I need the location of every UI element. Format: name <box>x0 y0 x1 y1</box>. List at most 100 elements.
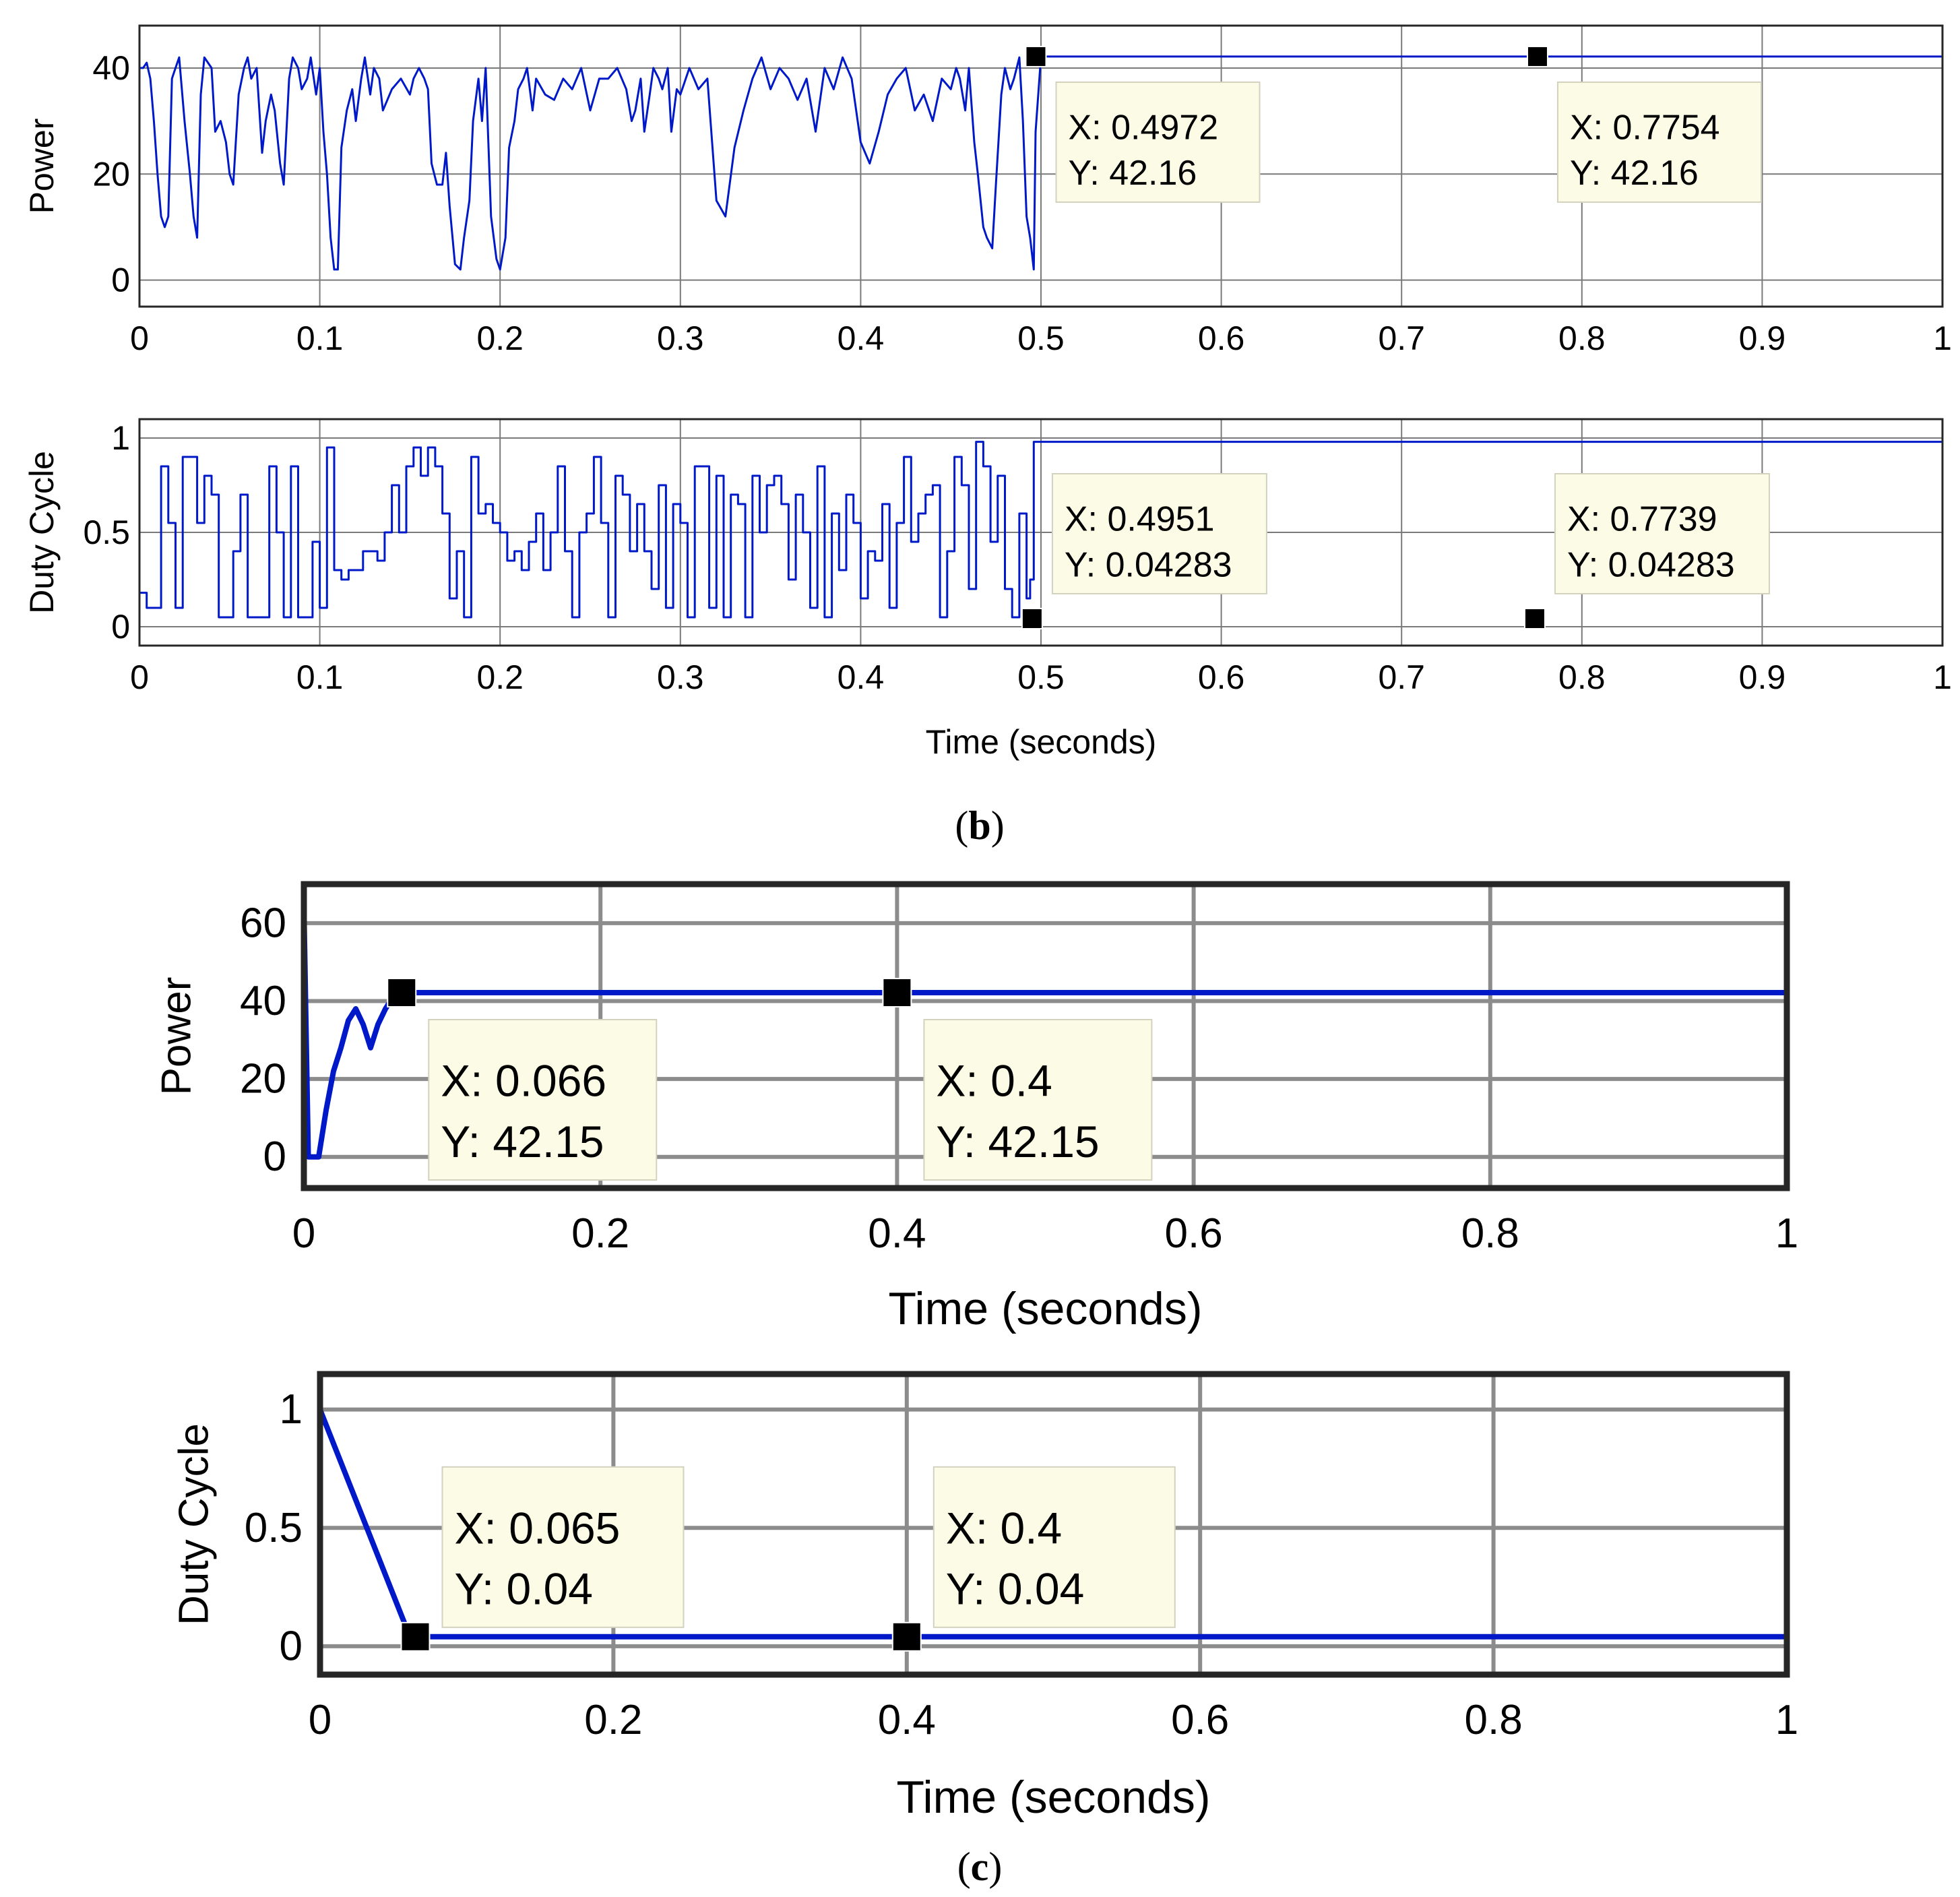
datatip-marker[interactable] <box>1523 608 1546 630</box>
x-tick-label: 0.7 <box>1378 658 1425 696</box>
x-tick-label: 0.2 <box>571 1210 629 1257</box>
datatip-box[interactable] <box>923 1019 1153 1181</box>
datatip-y-label: Y: 0.04283 <box>1065 545 1232 584</box>
datatip-marker[interactable] <box>1025 45 1047 67</box>
x-tick-label: 0.3 <box>657 319 704 357</box>
y-tick-label: 0 <box>111 261 130 299</box>
x-tick-label: 0.6 <box>1171 1697 1229 1743</box>
axes-box <box>138 24 1944 308</box>
datatip-x-label: X: 0.7754 <box>1570 108 1720 148</box>
y-tick-label: 1 <box>111 419 130 457</box>
y-tick-label: 20 <box>240 1056 286 1102</box>
y-axis-label: Power <box>154 977 200 1096</box>
x-tick-label: 0.7 <box>1378 319 1425 357</box>
datatip-x-label: X: 0.065 <box>455 1503 621 1553</box>
datatip-box[interactable] <box>1554 473 1770 595</box>
datatip-y-label: Y: 42.16 <box>1069 154 1197 193</box>
x-tick-label: 0 <box>292 1210 315 1257</box>
y-axis-label: Duty Cycle <box>171 1423 218 1625</box>
datatip-box[interactable] <box>441 1466 685 1628</box>
x-tick-label: 0.4 <box>868 1210 926 1257</box>
y-tick-label: 0 <box>280 1623 303 1669</box>
datatip-marker[interactable] <box>1021 608 1043 630</box>
datatip-x-label: X: 0.066 <box>441 1055 606 1105</box>
datatip-y-label: Y: 0.04283 <box>1567 545 1735 584</box>
y-tick-label: 20 <box>92 155 130 193</box>
datatip-x-label: X: 0.7739 <box>1567 500 1717 539</box>
y-tick-label: 40 <box>240 978 286 1024</box>
x-tick-label: 0.6 <box>1198 658 1245 696</box>
chart-layer: 0 0.1 0.2 0.3 0.4 0.5 0.6 0.7 0.8 0.9 1 0 20 40 Power X… <box>23 24 1952 1823</box>
y-tick-label: 0 <box>263 1133 286 1180</box>
datatip-box[interactable] <box>428 1019 658 1181</box>
x-tick-label: 0.4 <box>837 319 885 357</box>
x-tick-label: 1 <box>1933 658 1952 696</box>
axes-box <box>301 881 1790 1191</box>
x-tick-label: 0 <box>130 658 149 696</box>
datatip-marker[interactable] <box>387 978 417 1008</box>
datatip-y-label: Y: 42.15 <box>441 1117 604 1167</box>
chart-c-power: 0 0.2 0.4 0.6 0.8 1 0 20 40 60 Power Time (seconds)… <box>154 881 1798 1334</box>
datatip-box[interactable] <box>932 1466 1176 1628</box>
x-tick-label: 0 <box>130 319 149 357</box>
panel-label-c: (c) <box>957 1844 1003 1889</box>
x-tick-label: 0.6 <box>1198 319 1245 357</box>
x-tick-label: 0.3 <box>657 658 704 696</box>
x-tick-label: 0.1 <box>296 319 344 357</box>
axes-box <box>138 418 1944 647</box>
x-tick-label: 0.5 <box>1017 658 1065 696</box>
datatip-x-label: X: 0.4 <box>946 1503 1062 1553</box>
datatip-y-label: Y: 42.15 <box>936 1117 1099 1167</box>
datatip-marker[interactable] <box>882 978 912 1008</box>
x-tick-label: 0.2 <box>476 658 524 696</box>
panel-label-b: (b) <box>955 803 1004 848</box>
y-tick-label: 0.5 <box>245 1505 303 1551</box>
datatip-box[interactable] <box>1055 81 1261 203</box>
x-tick-label: 0.6 <box>1164 1210 1222 1257</box>
datatip-y-label: Y: 0.04 <box>946 1564 1085 1614</box>
datatip-box[interactable] <box>1556 81 1762 203</box>
x-tick-label: 0.8 <box>1558 658 1606 696</box>
y-tick-label: 1 <box>280 1386 303 1433</box>
datatip-marker[interactable] <box>1526 45 1548 67</box>
datatip-y-label: Y: 0.04 <box>455 1564 594 1614</box>
x-tick-label: 0.2 <box>584 1697 642 1743</box>
x-axis-label: Time (seconds) <box>888 1283 1202 1334</box>
series-line-b-power <box>138 55 1944 271</box>
x-tick-label: 0.9 <box>1739 319 1786 357</box>
x-tick-label: 0.5 <box>1017 319 1065 357</box>
x-axis-label: Time (seconds) <box>896 1772 1210 1823</box>
datatip-x-label: X: 0.4951 <box>1065 500 1215 539</box>
x-tick-label: 0.8 <box>1558 319 1606 357</box>
y-axis-label: Power <box>23 119 61 214</box>
datatip-box[interactable] <box>1051 473 1267 595</box>
x-tick-label: 0.4 <box>878 1697 936 1743</box>
y-tick-label: 40 <box>92 49 130 87</box>
y-tick-label: 0.5 <box>83 514 130 551</box>
x-tick-label: 1 <box>1933 319 1952 357</box>
axes-box <box>317 1371 1790 1678</box>
datatip-marker[interactable] <box>891 1621 922 1652</box>
x-tick-label: 0 <box>309 1697 331 1743</box>
series-line-b-duty <box>138 441 1944 620</box>
datatip-x-label: X: 0.4972 <box>1069 108 1219 148</box>
datatip-y-label: Y: 42.16 <box>1570 154 1699 193</box>
x-tick-label: 1 <box>1775 1697 1798 1743</box>
x-axis-label: Time (seconds) <box>926 723 1157 761</box>
x-tick-label: 0.2 <box>476 319 524 357</box>
x-tick-label: 1 <box>1775 1210 1798 1257</box>
chart-c-duty: 0 0.2 0.4 0.6 0.8 1 0 0.5 1 Duty Cycle Time (secon… <box>171 1371 1798 1823</box>
y-tick-label: 0 <box>111 608 130 646</box>
x-tick-label: 0.1 <box>296 658 344 696</box>
x-tick-label: 0.8 <box>1461 1210 1519 1257</box>
datatip-marker[interactable] <box>400 1621 431 1652</box>
x-tick-label: 0.4 <box>837 658 885 696</box>
chart-b-duty: 0 0.1 0.2 0.3 0.4 0.5 0.6 0.7 0.8 0.9 1 0 0.5 1 Duty C… <box>23 418 1952 761</box>
y-tick-label: 60 <box>240 900 286 946</box>
chart-b-power: 0 0.1 0.2 0.3 0.4 0.5 0.6 0.7 0.8 0.9 1 0 20 40 Power X… <box>23 24 1952 357</box>
datatip-x-label: X: 0.4 <box>936 1055 1052 1105</box>
x-tick-label: 0.8 <box>1464 1697 1522 1743</box>
x-tick-label: 0.9 <box>1739 658 1786 696</box>
y-axis-label: Duty Cycle <box>23 451 61 614</box>
